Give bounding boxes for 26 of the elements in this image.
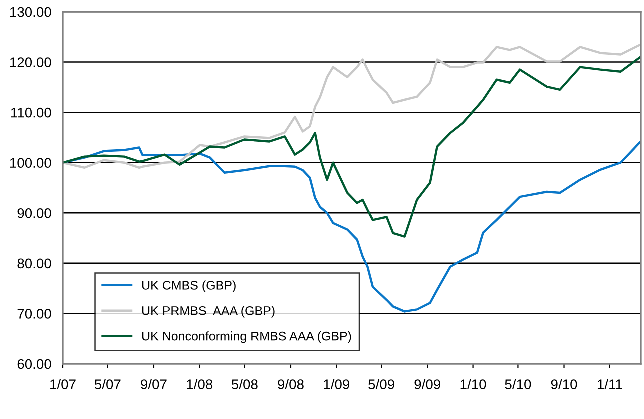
x-tick-label: 5/08 xyxy=(232,379,258,390)
y-tick-label: 60.00 xyxy=(18,359,52,370)
y-tick-label: 110.00 xyxy=(11,108,52,118)
y-tick-label: 80.00 xyxy=(18,258,52,269)
y-tick-label: 130.00 xyxy=(10,7,52,18)
y-tick-label: 70.00 xyxy=(18,309,52,319)
line-series xyxy=(63,44,641,169)
y-tick-label: 100.00 xyxy=(10,158,52,168)
x-tick-label: 1/09 xyxy=(324,379,350,390)
x-tick-label: 5/09 xyxy=(368,379,394,390)
x-tick-label: 9/07 xyxy=(141,379,167,390)
x-tick-label: 5/07 xyxy=(94,379,121,390)
x-tick-label: 9/09 xyxy=(414,379,440,390)
legend-label: UK Nonconforming RMBS AAA (GBP) xyxy=(142,332,352,344)
y-tick-label: 120.00 xyxy=(10,58,52,68)
x-tick-label: 5/10 xyxy=(505,379,532,390)
x-tick-label: 1/10 xyxy=(460,379,486,390)
line-series xyxy=(63,56,641,238)
x-tick-label: 1/07 xyxy=(50,379,76,390)
y-tick-label: 90.00 xyxy=(18,208,52,218)
x-tick-label: 9/08 xyxy=(278,379,304,390)
legend-label: UK PRMBS AAA (GBP) xyxy=(142,306,275,318)
x-tick-label: 9/10 xyxy=(551,379,578,390)
x-tick-label: 1/08 xyxy=(187,379,213,390)
legend-label: UK CMBS (GBP) xyxy=(142,280,236,292)
x-tick-label: 1/11 xyxy=(598,379,622,390)
